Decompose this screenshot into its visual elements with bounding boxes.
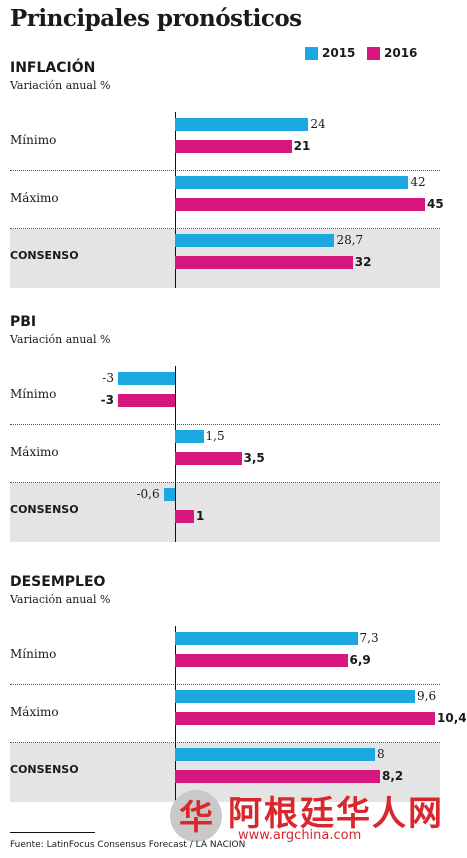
- bar-2016: [175, 654, 348, 667]
- bar-2015: [118, 372, 175, 385]
- svg-text:华: 华: [179, 798, 213, 838]
- bar-2015: [175, 748, 375, 761]
- legend-swatch-2016: [367, 46, 380, 60]
- data-label-2015: 1,5: [205, 429, 225, 443]
- page-title: Principales pronósticos: [10, 5, 302, 32]
- category-label: Máximo: [10, 445, 59, 459]
- data-label-2016: 21: [293, 139, 311, 153]
- bar-2016: [175, 452, 242, 465]
- bar-2015: [163, 488, 175, 501]
- bar-2015: [175, 430, 204, 443]
- chart-panel-1: PBI Variación anual % Mínimo -3 -3 Máximo 1,5 3…: [0, 312, 467, 542]
- bar-2015: [175, 234, 335, 247]
- data-label-2016: 10,4: [437, 711, 467, 725]
- data-label-2015: 9,6: [417, 689, 437, 703]
- bar-2016: [175, 198, 425, 211]
- chart-panel-2: DESEMPLEO Variación anual % Mínimo 7,3 6,9 Má…: [0, 572, 467, 802]
- panel-subtitle: Variación anual %: [10, 79, 111, 92]
- data-label-2015: 7,3: [359, 631, 379, 645]
- row-separator: [10, 684, 440, 685]
- data-label-2016: 3,5: [243, 451, 265, 465]
- panel-subtitle: Variación anual %: [10, 333, 111, 346]
- category-label: Máximo: [10, 705, 59, 719]
- category-label: Mínimo: [10, 133, 57, 147]
- panel-title: INFLACIÓN: [10, 60, 96, 76]
- legend-label-2016: 2016: [384, 46, 418, 60]
- bar-2016: [175, 770, 380, 783]
- category-label: CONSENSO: [10, 249, 79, 262]
- data-label-2015: -0,6: [136, 487, 160, 501]
- data-label-2015: 24: [310, 117, 326, 131]
- bar-2015: [175, 118, 309, 131]
- data-label-2016: -3: [100, 393, 114, 407]
- row-separator: [10, 742, 440, 743]
- category-label: CONSENSO: [10, 503, 79, 516]
- data-label-2015: 28,7: [336, 233, 364, 247]
- panel-title: PBI: [10, 314, 37, 330]
- row-separator: [10, 482, 440, 483]
- category-label: Máximo: [10, 191, 59, 205]
- data-label-2016: 8,2: [382, 769, 404, 783]
- category-label: CONSENSO: [10, 763, 79, 776]
- bar-2016: [175, 256, 353, 269]
- legend-2016: 2016: [367, 46, 417, 60]
- watermark: 华 阿根廷华人网 www.argchina.com: [168, 786, 458, 846]
- bar-2016: [175, 140, 292, 153]
- source-note: Fuente: LatinFocus Consensus Forecast / …: [10, 840, 246, 850]
- chart-panel-0: INFLACIÓN Variación anual % Mínimo 24 21 Máxi…: [0, 58, 467, 288]
- data-label-2016: 32: [354, 255, 372, 269]
- watermark-url: www.argchina.com: [238, 828, 362, 843]
- legend-swatch-2015: [305, 46, 318, 60]
- category-label: Mínimo: [10, 387, 57, 401]
- legend-label-2015: 2015: [322, 46, 356, 60]
- category-label: Mínimo: [10, 647, 57, 661]
- bar-2016: [175, 510, 194, 523]
- bar-2015: [175, 176, 409, 189]
- bar-2015: [175, 632, 358, 645]
- row-separator: [10, 424, 440, 425]
- panel-title: DESEMPLEO: [10, 574, 106, 590]
- panel-subtitle: Variación anual %: [10, 593, 111, 606]
- data-label-2016: 6,9: [349, 653, 371, 667]
- row-separator: [10, 228, 440, 229]
- data-label-2016: 1: [196, 509, 205, 523]
- legend-2015: 2015: [305, 46, 355, 60]
- data-label-2016: 45: [427, 197, 444, 211]
- data-label-2015: -3: [102, 371, 114, 385]
- bar-2015: [175, 690, 415, 703]
- watermark-text: 阿根廷华人网: [228, 794, 444, 834]
- footer-divider: [10, 832, 95, 833]
- data-label-2015: 8: [377, 747, 385, 761]
- row-separator: [10, 170, 440, 171]
- bar-2016: [175, 712, 435, 725]
- bar-2016: [118, 394, 175, 407]
- consensus-band: [10, 483, 440, 542]
- data-label-2015: 42: [410, 175, 426, 189]
- watermark-logo-icon: 华: [170, 790, 222, 842]
